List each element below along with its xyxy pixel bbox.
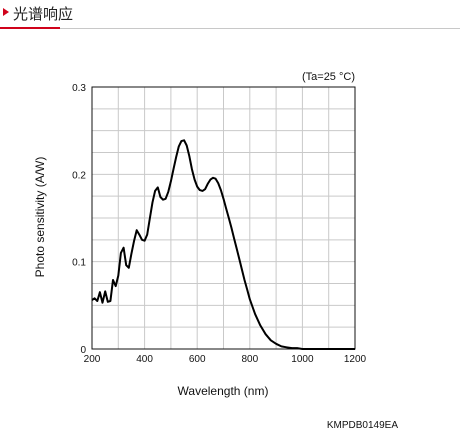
figure-code: KMPDB0149EA bbox=[327, 420, 398, 431]
sensitivity-curve bbox=[91, 139, 355, 350]
x-tick-label: 1000 bbox=[291, 354, 314, 365]
header-accent-rule bbox=[0, 27, 60, 29]
x-tick-label: 200 bbox=[84, 354, 101, 365]
y-axis-ticks: 0 0.1 0.2 0.3 bbox=[72, 83, 86, 356]
x-tick-label: 800 bbox=[241, 354, 258, 365]
grid bbox=[92, 87, 355, 349]
x-axis-ticks: 200 400 600 800 1000 1200 bbox=[84, 354, 367, 365]
y-tick-label: 0.2 bbox=[72, 170, 86, 181]
section-title: 光谱响应 bbox=[13, 5, 74, 23]
x-tick-label: 400 bbox=[136, 354, 153, 365]
section-header: 光谱响应 bbox=[0, 0, 460, 30]
y-tick-label: 0.3 bbox=[72, 83, 86, 94]
y-axis-label: Photo sensitivity (A/W) bbox=[33, 157, 47, 278]
plot-frame bbox=[91, 86, 356, 350]
x-tick-label: 1200 bbox=[344, 354, 367, 365]
temperature-annotation: (Ta=25 °C) bbox=[302, 71, 355, 83]
y-tick-label: 0.1 bbox=[72, 258, 86, 269]
y-tick-label: 0 bbox=[80, 345, 86, 356]
header-divider bbox=[60, 28, 460, 29]
x-tick-label: 600 bbox=[189, 354, 206, 365]
x-axis-label: Wavelength (nm) bbox=[178, 384, 269, 398]
triangle-right-icon bbox=[3, 8, 9, 16]
